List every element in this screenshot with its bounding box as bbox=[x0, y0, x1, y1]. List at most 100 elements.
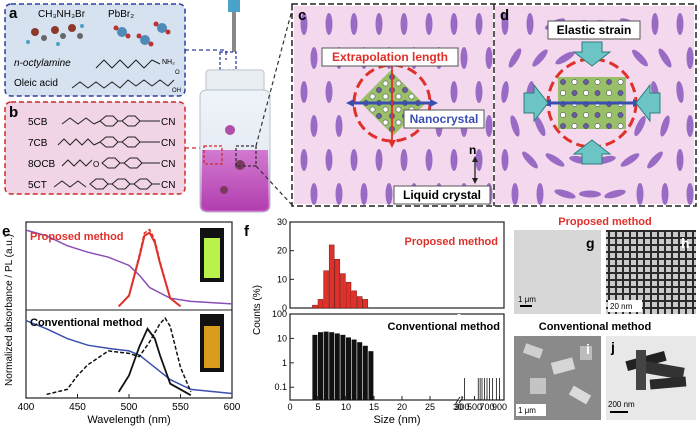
lc-molecule bbox=[475, 81, 483, 103]
octylamine-chain bbox=[95, 59, 161, 69]
lc-molecule bbox=[350, 149, 358, 171]
vial-photo-orange bbox=[200, 314, 224, 372]
extrapolation-length-label: Extrapolation length bbox=[332, 50, 448, 64]
lc-molecule bbox=[636, 183, 644, 205]
syringe-body bbox=[228, 0, 240, 12]
lc-molecule bbox=[501, 149, 509, 171]
liquid-crystal-label: Liquid crystal bbox=[403, 188, 481, 202]
lattice-atom bbox=[583, 112, 589, 118]
panel-label-f: f bbox=[244, 223, 250, 240]
crystal-cluster bbox=[220, 186, 228, 194]
lattice-atom bbox=[395, 106, 402, 113]
conventional-method-label: Conventional method bbox=[30, 317, 142, 329]
histogram-bar-conventional bbox=[329, 332, 335, 400]
lc-molecule bbox=[450, 81, 458, 103]
lattice-atom bbox=[560, 90, 566, 96]
lattice-atom bbox=[395, 93, 402, 100]
lattice-atom bbox=[571, 90, 578, 96]
lc-molecule bbox=[526, 13, 534, 35]
ligand-1: n-octylamine bbox=[14, 58, 71, 69]
conventional-absorbance-line bbox=[25, 319, 233, 395]
lc-molecule bbox=[300, 13, 308, 35]
lc-molecule bbox=[579, 190, 601, 198]
e-ylabel: Normalized absorbance / PL (a.u.) bbox=[4, 234, 15, 386]
lc-molecule bbox=[335, 183, 343, 205]
histogram-bar-conventional bbox=[357, 342, 363, 400]
lc-name: 5CB bbox=[28, 117, 48, 128]
lc-molecule bbox=[350, 13, 358, 35]
x-tick-label: 15 bbox=[369, 402, 379, 412]
lc-molecule bbox=[676, 149, 684, 171]
panel-label-a: a bbox=[9, 5, 18, 22]
sem-image-i: i 1 μm bbox=[514, 336, 601, 420]
panel-label-c: c bbox=[298, 7, 306, 24]
nh2-group: NH₂ bbox=[162, 59, 175, 66]
lattice-atom bbox=[606, 90, 612, 96]
lattice-atom bbox=[395, 80, 402, 87]
y-tick-label: 100 bbox=[272, 309, 287, 319]
lattice-atom bbox=[382, 80, 389, 87]
x-tick-label: 900 bbox=[492, 402, 507, 412]
y-tick-label: 0 bbox=[282, 303, 287, 313]
ghij-conventional-label: Conventional method bbox=[539, 321, 651, 333]
lattice-atom bbox=[594, 123, 601, 129]
proposed-pl-dashed-line bbox=[118, 228, 181, 307]
lattice-atom bbox=[594, 90, 601, 96]
panel-e: e 400 450 500 550 600 Proposed method Conven… bbox=[2, 221, 241, 426]
scale-bar-h: 20 nm bbox=[610, 302, 633, 311]
crystal-cluster bbox=[235, 160, 245, 170]
panel-b: b 5CB CN 7CB CN 8OCB O bbox=[4, 101, 186, 195]
lattice-atom bbox=[402, 87, 408, 93]
lattice-atom bbox=[606, 123, 612, 129]
x-tick-label: 10 bbox=[341, 402, 351, 412]
y-tick-label: 1 bbox=[282, 358, 287, 368]
lc-molecule bbox=[660, 115, 670, 137]
histogram-bar-conventional bbox=[323, 331, 329, 400]
lc-molecule bbox=[335, 115, 343, 137]
lattice-atom bbox=[583, 123, 589, 129]
lc-molecule bbox=[400, 149, 408, 171]
lc-molecule bbox=[325, 13, 333, 35]
lattice-atom bbox=[617, 123, 624, 129]
cn-group: CN bbox=[161, 180, 175, 191]
lc-molecule bbox=[545, 153, 565, 167]
lc-molecule bbox=[632, 49, 648, 67]
lc-molecule bbox=[300, 81, 308, 103]
lattice-atom bbox=[376, 113, 382, 119]
director-n-label: n bbox=[469, 143, 476, 157]
tem-image-h: h 20 nm bbox=[606, 230, 696, 314]
panel-label-b: b bbox=[9, 104, 18, 121]
lattice-atom bbox=[382, 119, 389, 126]
lc-molecule bbox=[620, 153, 640, 167]
f-proposed-label: Proposed method bbox=[404, 236, 498, 248]
lc-molecule bbox=[651, 13, 659, 35]
panel-label-h: h bbox=[681, 235, 690, 251]
lc-molecule bbox=[475, 149, 483, 171]
lc-molecule bbox=[310, 115, 318, 137]
lc-molecule bbox=[475, 13, 483, 35]
vial-highlight-c bbox=[235, 145, 257, 167]
molecule-icons bbox=[26, 21, 171, 47]
panel-a: a CH₃NH₃Br PbBr₂ n-octylamine NH₂ Oleic … bbox=[4, 3, 186, 97]
panel-ghij: Proposed method Conventional method g 1 … bbox=[514, 216, 696, 420]
panel-label-e: e bbox=[2, 223, 10, 240]
histogram-bar-proposed bbox=[340, 273, 346, 309]
vial-illustration bbox=[199, 0, 271, 213]
lattice-atom bbox=[583, 90, 589, 96]
lc-molecule bbox=[300, 149, 308, 171]
lattice-atom bbox=[617, 112, 624, 118]
lc-molecule bbox=[325, 149, 333, 171]
lc-5ct-row: 5CT CN bbox=[28, 178, 175, 191]
histogram-bar-conventional bbox=[368, 351, 374, 400]
lc-molecule bbox=[450, 149, 458, 171]
lattice-atom bbox=[606, 79, 612, 85]
lattice-atom bbox=[560, 123, 566, 129]
axis-break bbox=[458, 396, 464, 404]
conventional-pl-dashed-line bbox=[46, 316, 192, 396]
cn-group: CN bbox=[161, 138, 175, 149]
lc-molecule bbox=[375, 149, 383, 171]
scale-bar-j: 200 nm bbox=[608, 400, 635, 409]
x-tick-label: 500 bbox=[121, 402, 138, 413]
histogram-bar-conventional bbox=[362, 345, 368, 400]
panel-label-i: i bbox=[586, 341, 590, 357]
